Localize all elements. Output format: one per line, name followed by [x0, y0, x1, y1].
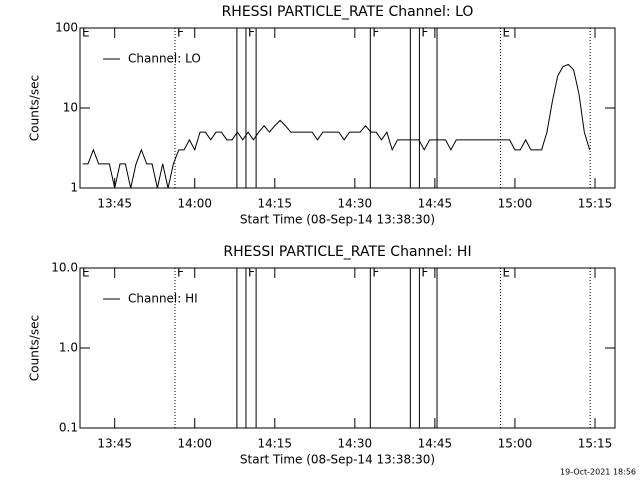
x-tick-label: 14:15 [257, 197, 292, 211]
x-tick-label: 13:45 [97, 197, 132, 211]
x-tick-label: 15:15 [578, 437, 613, 451]
x-tick-label: 14:30 [338, 197, 373, 211]
flag-label: E [503, 266, 511, 280]
x-tick-label: 14:45 [418, 197, 453, 211]
y-tick-label: 1.0 [59, 341, 78, 355]
x-tick-label: 15:00 [498, 437, 533, 451]
x-tick-label: 14:30 [338, 437, 373, 451]
flag-label: F [177, 266, 184, 280]
y-tick-label: 10.0 [51, 261, 78, 275]
plot-frame [79, 267, 616, 429]
chart-title: RHESSI PARTICLE_RATE Channel: HI [223, 244, 471, 260]
y-tick-label: 10 [63, 101, 78, 115]
flag-label: F [372, 26, 379, 40]
flag-label: F [177, 26, 184, 40]
x-axis-label: Start Time (08-Sep-14 13:38:30) [240, 453, 435, 467]
chart-title: RHESSI PARTICLE_RATE Channel: LO [222, 4, 474, 20]
x-tick-label: 13:45 [97, 437, 132, 451]
y-tick-label: 100 [55, 21, 78, 35]
flag-label: F [248, 266, 255, 280]
y-axis-label: Counts/sec [28, 75, 42, 141]
flag-label: F [421, 26, 428, 40]
footer: 19-Oct-2021 18:56 [560, 468, 636, 477]
flag-label: E [82, 266, 90, 280]
legend-label: Channel: LO [128, 52, 201, 66]
x-tick-label: 14:00 [177, 197, 212, 211]
flag-label: E [503, 26, 511, 40]
x-tick-label: 14:45 [418, 437, 453, 451]
x-tick-label: 14:00 [177, 437, 212, 451]
flag-label: E [82, 26, 90, 40]
flag-label: F [421, 266, 428, 280]
y-axis-label: Counts/sec [28, 315, 42, 381]
plot-frame [79, 27, 616, 189]
x-axis-label: Start Time (08-Sep-14 13:38:30) [240, 213, 435, 227]
x-tick-label: 15:15 [578, 197, 613, 211]
y-tick-label: 0.1 [59, 421, 78, 435]
x-tick-label: 14:15 [257, 437, 292, 451]
legend-label: Channel: HI [128, 292, 198, 306]
y-tick-label: 1 [70, 181, 78, 195]
flag-label: F [248, 26, 255, 40]
data-line [82, 63, 591, 189]
flag-label: F [372, 266, 379, 280]
x-tick-label: 15:00 [498, 197, 533, 211]
